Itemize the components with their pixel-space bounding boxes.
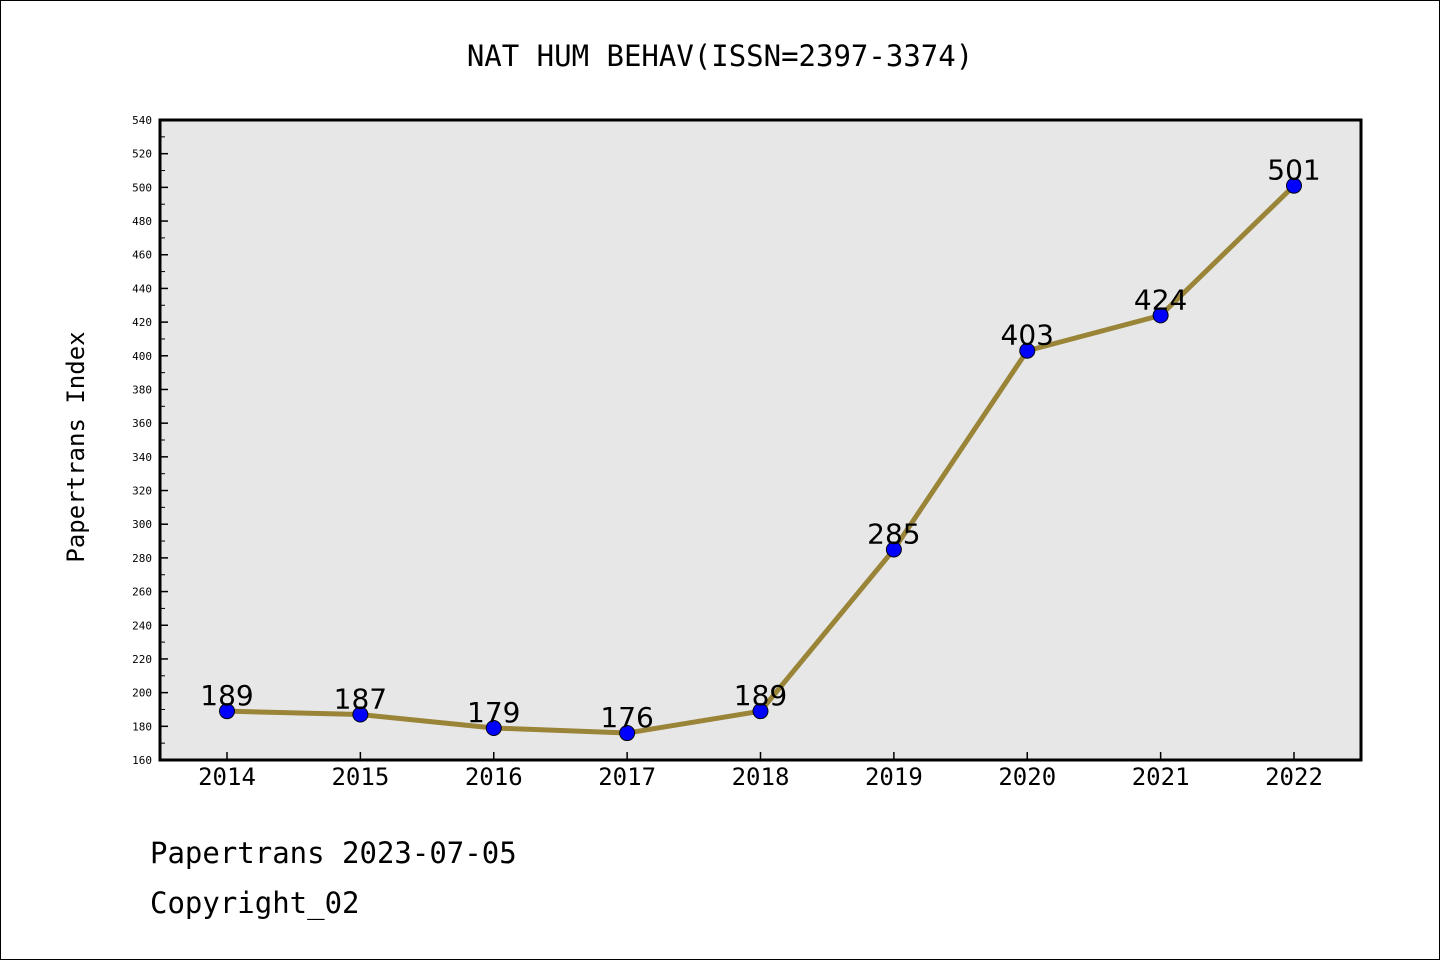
data-point	[1286, 177, 1302, 194]
data-label: 189	[200, 679, 253, 712]
y-tick-label: 420	[132, 316, 152, 329]
y-axis-label: Papertrans Index	[62, 331, 90, 562]
data-labels: 189 187 179 176 189 285 403 424 501	[200, 154, 1320, 734]
chart-title: NAT HUM BEHAV(ISSN=2397-3374)	[467, 39, 973, 73]
x-tick-label: 2016	[465, 763, 523, 791]
y-axis: 160 180 200 220 240 260 280 300 320 340 360 380 400 4…	[132, 114, 168, 767]
plot-area	[158, 118, 1363, 762]
data-label: 285	[867, 517, 920, 550]
data-label: 189	[734, 679, 787, 712]
data-point	[1152, 307, 1169, 324]
y-tick-label: 180	[132, 720, 152, 733]
y-tick-label: 160	[132, 754, 152, 767]
y-tick-label: 240	[132, 619, 152, 632]
data-point	[752, 703, 769, 720]
data-point	[219, 703, 235, 720]
y-tick-label: 540	[132, 114, 152, 127]
x-tick-label: 2022	[1265, 763, 1323, 791]
data-point	[485, 720, 502, 736]
x-tick-label: 2019	[865, 763, 923, 791]
footer-date: Papertrans 2023-07-05	[150, 836, 517, 870]
y-tick-label: 280	[132, 552, 152, 565]
y-tick-label: 380	[132, 383, 152, 396]
data-point	[619, 725, 636, 742]
y-tick-label: 440	[132, 282, 152, 295]
data-label: 403	[1001, 319, 1054, 352]
data-points	[219, 177, 1302, 742]
data-point	[885, 541, 902, 558]
x-tick-label: 2015	[331, 763, 389, 791]
data-label: 176	[600, 701, 653, 734]
y-tick-label: 360	[132, 417, 152, 430]
data-label: 187	[334, 683, 387, 716]
y-tick-label: 520	[132, 148, 152, 161]
x-tick-label: 2017	[598, 763, 656, 791]
x-tick-label: 2021	[1132, 763, 1190, 791]
data-point	[352, 706, 369, 723]
data-point	[1019, 342, 1036, 359]
y-tick-label: 460	[132, 249, 152, 262]
y-tick-label: 200	[132, 687, 152, 700]
y-tick-label: 220	[132, 653, 152, 666]
x-tick-label: 2020	[998, 763, 1056, 791]
data-label: 424	[1134, 283, 1187, 316]
y-tick-label: 260	[132, 586, 152, 599]
data-label: 501	[1267, 154, 1320, 187]
y-tick-label: 340	[132, 451, 152, 464]
y-tick-label: 500	[132, 181, 152, 194]
data-label: 179	[467, 696, 520, 729]
y-tick-label: 400	[132, 350, 152, 363]
y-tick-label: 480	[132, 215, 152, 228]
footer-copyright: Copyright_02	[150, 886, 360, 920]
x-tick-label: 2014	[198, 763, 256, 791]
x-axis: 2014 2015 2016 2017 2018 2019 2020 2021 2022	[198, 752, 1323, 791]
y-tick-label: 300	[132, 518, 152, 531]
y-tick-label: 320	[132, 485, 152, 498]
x-tick-label: 2018	[732, 763, 790, 791]
